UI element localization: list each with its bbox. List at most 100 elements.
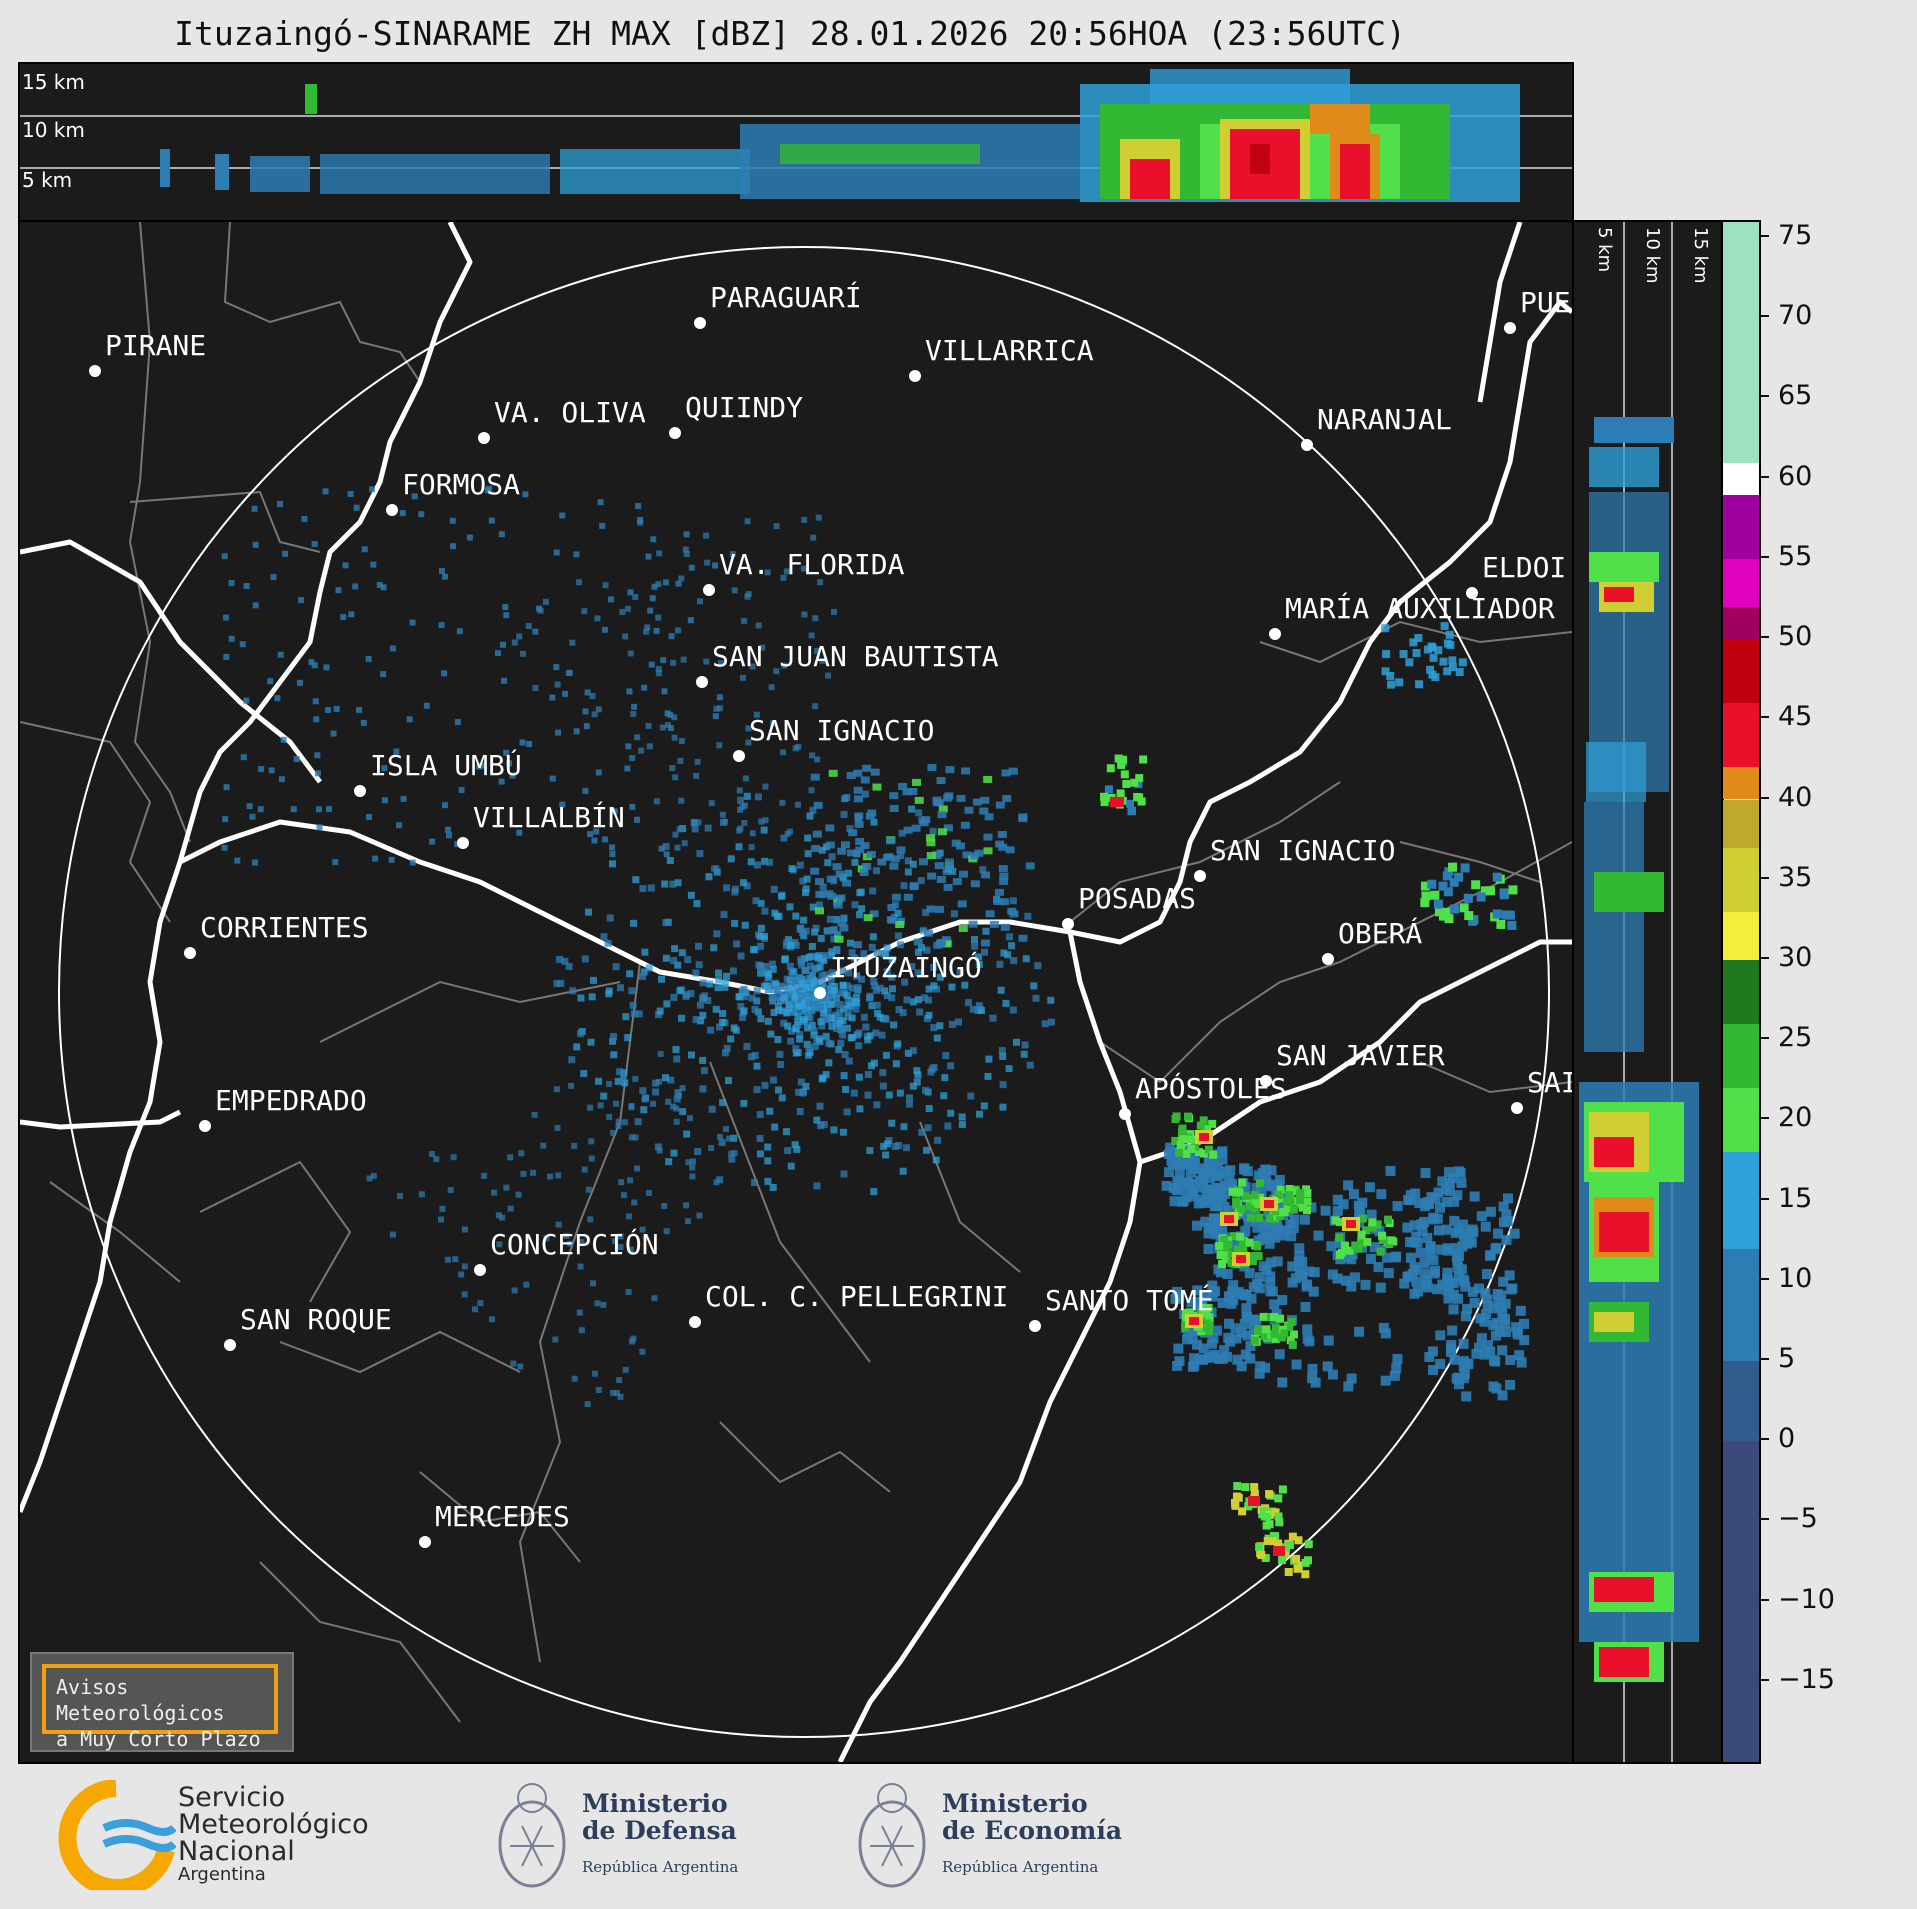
echo-cell	[721, 818, 728, 825]
echo-cell	[761, 1081, 769, 1089]
echo-cell	[1488, 1381, 1499, 1392]
echo-cell	[936, 973, 944, 981]
alert-box[interactable]: Avisos Meteorológicos a Muy Corto Plazo	[30, 1652, 294, 1752]
echo-cell	[1264, 1238, 1275, 1249]
echo-cell	[756, 1134, 764, 1142]
colorbar-tick-label: 75	[1778, 220, 1813, 252]
echo-cell	[794, 801, 801, 808]
colorbar-tick-label: 45	[1778, 701, 1813, 733]
echo-cell	[927, 872, 937, 880]
echo-cell	[1376, 1247, 1385, 1256]
echo-cell	[704, 824, 712, 832]
echo-cell	[1165, 1142, 1176, 1153]
colorbar-tick-mark	[1759, 1117, 1769, 1120]
echo-cell	[662, 919, 670, 927]
echo-cell	[852, 1005, 860, 1013]
echo-cell	[1200, 1216, 1211, 1227]
echo-cell	[708, 1105, 716, 1113]
echo-cell	[1272, 1256, 1283, 1267]
echo-cell	[491, 1189, 498, 1196]
echo-cell	[270, 574, 277, 581]
echo-cell	[994, 888, 1004, 896]
city-label: MERCEDES	[435, 1500, 570, 1533]
echo-cell	[1368, 1218, 1377, 1227]
echo-cell	[252, 541, 259, 548]
echo-cell	[909, 1047, 917, 1055]
right-height-label-10km: 10 km	[1642, 227, 1663, 284]
echo-cell	[1506, 1284, 1517, 1295]
echo-cell	[716, 694, 723, 701]
echo-cell	[613, 1100, 620, 1107]
echo-cell	[1294, 1243, 1305, 1254]
echo-cell	[828, 769, 838, 777]
echo-cell	[342, 562, 349, 569]
city-label: VILLARRICA	[925, 334, 1094, 367]
echo-cell	[495, 1212, 502, 1219]
echo-cell	[1323, 1335, 1334, 1346]
echo-cell	[1218, 1260, 1227, 1269]
echo-cell	[1232, 1354, 1243, 1365]
echo-cell	[678, 738, 685, 745]
echo-cell	[1392, 1353, 1403, 1364]
echo-cell	[439, 1205, 446, 1212]
echo-cell	[828, 926, 838, 934]
echo-cell	[781, 955, 789, 963]
echo-cell	[1425, 1241, 1436, 1252]
echo-cell	[993, 898, 1003, 906]
echo-cell	[862, 1023, 870, 1031]
economia-logo[interactable]: Ministerio de Economía República Argenti…	[852, 1762, 1152, 1909]
echo-cell	[1514, 1350, 1525, 1361]
echo-cell	[1203, 1352, 1214, 1363]
echo-cell	[1511, 1322, 1522, 1333]
echo-cell	[1493, 1296, 1504, 1307]
echo-cell	[688, 564, 695, 571]
echo-cell	[1479, 1349, 1490, 1360]
echo-cell	[960, 821, 970, 829]
echo-cell	[1250, 1489, 1259, 1498]
echo-cell	[800, 916, 808, 924]
echo-cell	[1265, 1257, 1276, 1268]
echo-cell	[1273, 1546, 1285, 1556]
echo-cell	[1452, 1262, 1463, 1273]
smn-logo[interactable]: Servicio Meteorológico Nacional Argentin…	[56, 1762, 396, 1909]
right-height-label-15km: 15 km	[1690, 227, 1711, 284]
echo-cell	[1226, 1298, 1237, 1309]
alert-box-inner[interactable]: Avisos Meteorológicos a Muy Corto Plazo	[42, 1664, 278, 1751]
echo-cell	[800, 565, 807, 572]
echo-cell	[1416, 1219, 1427, 1230]
echo-cell	[1262, 1325, 1271, 1334]
defensa-logo[interactable]: Ministerio de Defensa República Argentin…	[492, 1762, 752, 1909]
echo-cell	[825, 1039, 833, 1047]
echo-cell	[882, 1015, 890, 1023]
echo-cell	[712, 562, 719, 569]
colorbar-tick-mark	[1759, 1678, 1769, 1681]
echo-cell	[503, 749, 510, 756]
echo-cell	[1334, 1238, 1345, 1249]
echo-cell	[1203, 1228, 1214, 1239]
echo-cell	[1453, 1293, 1464, 1304]
echo-cell	[615, 1122, 622, 1129]
echo-cell	[615, 1118, 622, 1125]
echo-cell	[1233, 1287, 1244, 1298]
echo-cell	[1240, 1225, 1251, 1236]
echo-cell	[815, 1035, 823, 1043]
echo-cell	[639, 1348, 646, 1355]
echo-cell	[659, 724, 666, 731]
echo-cell	[693, 900, 701, 908]
echo-cell	[1211, 1325, 1222, 1336]
echo-cell	[1048, 1018, 1056, 1026]
echo-cell	[848, 949, 856, 957]
echo-cell	[899, 1009, 907, 1017]
echo-cell	[1443, 887, 1453, 897]
echo-cell	[716, 705, 723, 712]
colorbar-tick-mark	[1759, 1357, 1769, 1360]
echo-cell	[748, 1053, 756, 1061]
colorbar-segment	[1723, 1088, 1759, 1153]
echo-cell	[1100, 792, 1109, 801]
echo-cell	[905, 1100, 913, 1108]
echo-cell	[511, 639, 518, 646]
echo-cell	[754, 793, 762, 801]
echo-cell	[365, 813, 372, 820]
echo-cell	[837, 1026, 845, 1034]
